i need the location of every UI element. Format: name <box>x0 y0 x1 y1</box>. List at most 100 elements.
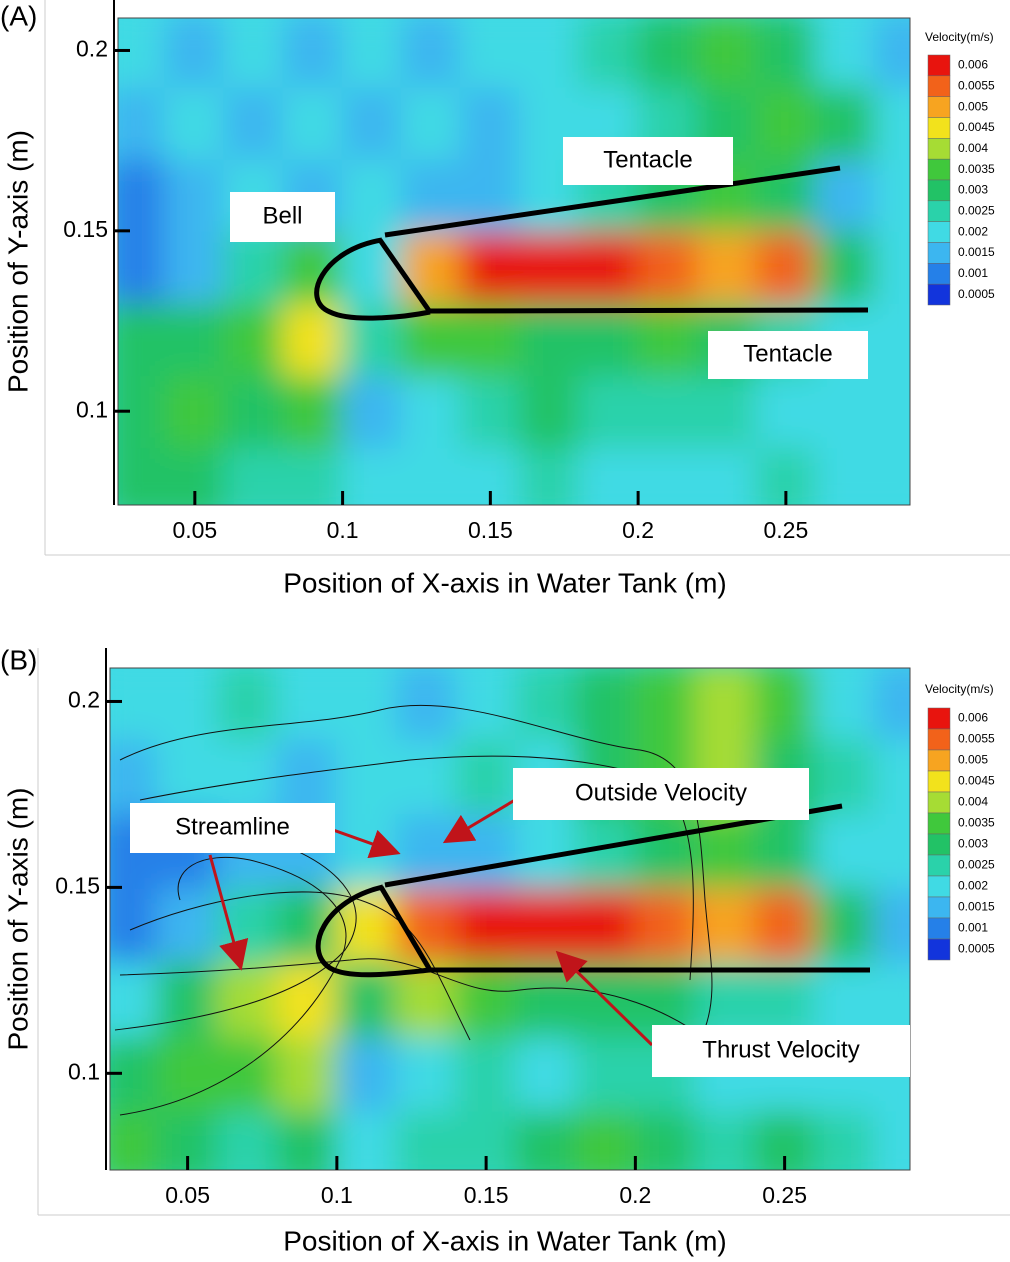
x-tick-label: 0.1 <box>321 1182 353 1208</box>
heat-cell <box>753 960 816 1038</box>
colorbar-swatch <box>927 117 951 139</box>
heat-cell <box>514 812 577 889</box>
colorbar-swatch <box>927 938 951 961</box>
heat-cell <box>755 157 817 232</box>
heat-cell <box>335 1109 398 1170</box>
heat-cell <box>514 1109 577 1170</box>
heat-cell <box>400 85 462 160</box>
colorbar-swatch <box>927 770 951 793</box>
heat-cell <box>118 18 167 88</box>
heat-cell <box>459 229 521 304</box>
heat-cell <box>637 301 699 377</box>
heat-cell <box>459 85 521 160</box>
colorbar-swatch <box>927 54 951 77</box>
heat-cell <box>813 812 876 889</box>
heat-cell <box>276 1109 338 1170</box>
annotation: Tentacle <box>603 146 692 173</box>
heat-cell <box>634 960 697 1038</box>
heat-cell <box>814 229 876 304</box>
heat-cell <box>459 301 521 377</box>
x-tick-label: 0.2 <box>622 517 654 543</box>
heat-cell <box>696 229 758 304</box>
colorbar-label: 0.005 <box>958 753 988 767</box>
heat-cell <box>578 18 640 88</box>
heat-cell <box>282 18 344 88</box>
heat-cell <box>873 18 910 88</box>
annotation: Bell <box>262 202 302 229</box>
heat-cell <box>156 1035 219 1112</box>
colorbar-label: 0.002 <box>958 879 988 893</box>
colorbar-label: 0.004 <box>958 795 988 809</box>
colorbar-label: 0.004 <box>958 141 988 155</box>
streamlines <box>114 704 731 1116</box>
bell <box>314 237 431 321</box>
heat-cell <box>755 229 817 304</box>
heat-cell <box>814 446 876 505</box>
heat-cell <box>455 886 517 963</box>
x-tick-label: 0.15 <box>468 517 513 543</box>
colorbar-swatch <box>927 896 951 919</box>
heat-cell <box>118 157 167 232</box>
heat-cell <box>574 1035 637 1112</box>
streamline <box>129 891 471 1041</box>
heat-cell <box>110 668 159 740</box>
heat-cell <box>578 374 640 449</box>
heat-cell <box>341 301 403 377</box>
annotation-box <box>513 768 809 820</box>
heat-cell <box>164 157 226 232</box>
heat-cell <box>873 85 910 160</box>
heat-cell <box>634 1109 697 1170</box>
heat-cell <box>156 668 219 740</box>
colorbar-label: 0.0005 <box>958 942 995 956</box>
heat-cell <box>459 374 521 449</box>
heat-cell <box>164 229 226 304</box>
x-tick-label: 0.2 <box>619 1182 651 1208</box>
heat-cell <box>637 446 699 505</box>
y-tick-label: 0.15 <box>55 872 100 898</box>
colorbar-title: Velocity(m/s) <box>925 682 994 696</box>
annotation: Streamline <box>175 813 290 840</box>
heat-cell <box>156 886 219 963</box>
pointer-arrow <box>442 798 516 844</box>
colorbar-swatch <box>927 242 951 264</box>
heat-cell <box>518 446 581 505</box>
colorbar-swatch <box>927 707 951 730</box>
heat-cell <box>873 668 910 740</box>
colorbar-label: 0.0015 <box>958 245 995 259</box>
heat-cell <box>118 85 167 160</box>
x-tick-label: 0.1 <box>327 517 359 543</box>
heat-cell <box>455 1035 517 1112</box>
heat-cell <box>400 446 462 505</box>
heat-cell <box>455 812 517 889</box>
heat-cell <box>400 18 462 88</box>
y-tick-label: 0.2 <box>68 687 100 713</box>
annotation: Thrust Velocity <box>702 1036 859 1063</box>
heat-cell <box>400 374 462 449</box>
panel-label: (B) <box>0 644 37 675</box>
heat-cell <box>873 886 910 963</box>
colorbar-label: 0.006 <box>958 711 988 725</box>
heat-cell <box>216 1109 279 1170</box>
heat-cell <box>755 85 817 160</box>
heat-cell <box>753 886 816 963</box>
heat-cell <box>335 1035 398 1112</box>
colorbar-swatch <box>927 75 951 97</box>
heat-cell <box>814 85 876 160</box>
colorbar-swatch <box>927 833 951 856</box>
heat-cell <box>755 446 817 505</box>
heat-cell <box>813 1109 876 1170</box>
heat-cell <box>753 1109 816 1170</box>
heat-cell <box>873 1109 910 1170</box>
heat-cell <box>637 229 699 304</box>
heat-cell <box>110 886 159 963</box>
colorbar-label: 0.0055 <box>958 732 995 746</box>
heat-cell <box>578 446 640 505</box>
heat-cell <box>813 737 876 815</box>
colorbar-swatch <box>927 283 951 306</box>
heat-cell <box>578 301 640 377</box>
heat-cell <box>282 446 344 505</box>
heat-cell <box>335 737 398 815</box>
heat-cell <box>455 960 517 1038</box>
x-tick-label: 0.05 <box>165 1182 210 1208</box>
